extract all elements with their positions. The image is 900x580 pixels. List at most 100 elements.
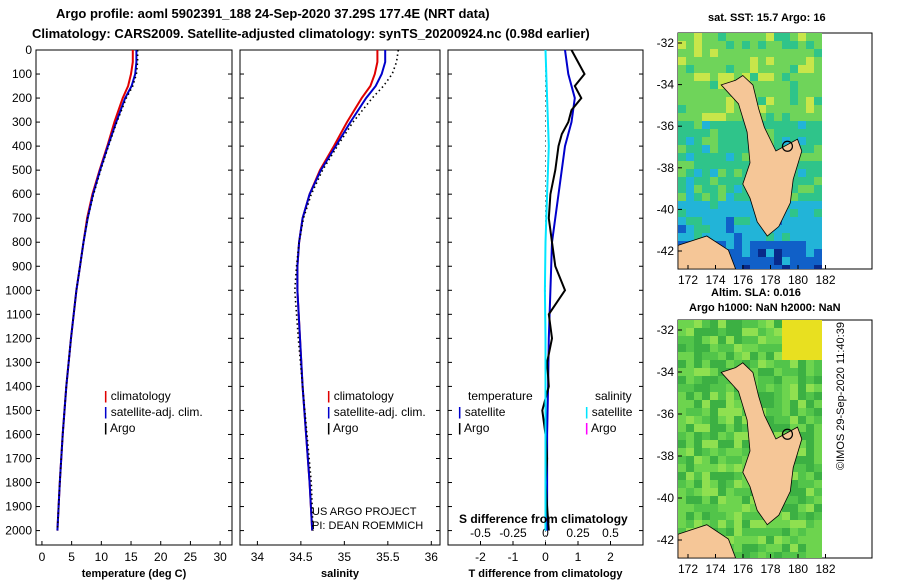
- legend-climatology: climatology: [110, 389, 171, 403]
- map-cell-bottom: [806, 368, 814, 376]
- map-cell-bottom: [798, 328, 806, 336]
- map-cell-bottom: [790, 384, 798, 392]
- map-cell-top: [726, 241, 734, 249]
- map-cell-bottom: [734, 504, 742, 512]
- map-cell-top: [782, 49, 790, 57]
- map-cell-top: [694, 73, 702, 81]
- map-cell-bottom: [702, 328, 710, 336]
- map-cell-top: [814, 169, 822, 177]
- map-cell-bottom: [774, 336, 782, 344]
- map-cell-top: [718, 193, 726, 201]
- map-cell-bottom: [678, 456, 686, 464]
- map-cell-top: [742, 225, 750, 233]
- map-cell-bottom: [750, 552, 758, 558]
- map-cell-bottom: [798, 440, 806, 448]
- map-cell-top: [814, 233, 822, 241]
- map-cell-bottom: [710, 376, 718, 384]
- map-cell-top: [718, 161, 726, 169]
- map-cell-bottom: [710, 360, 718, 368]
- map-cell-top: [782, 89, 790, 97]
- x-tick-label: 0: [542, 550, 549, 564]
- map-cell-bottom: [726, 408, 734, 416]
- map-cell-top: [766, 33, 774, 41]
- map-cell-top: [678, 137, 686, 145]
- map-cell-top: [806, 121, 814, 129]
- map-cell-bottom: [694, 504, 702, 512]
- map-cell-top: [686, 89, 694, 97]
- map-cell-bottom: [678, 472, 686, 480]
- map-cell-bottom: [734, 464, 742, 472]
- map-cell-bottom: [806, 328, 814, 336]
- map-cell-bottom: [686, 376, 694, 384]
- map-cell-bottom: [774, 528, 782, 536]
- map-cell-bottom: [702, 376, 710, 384]
- map-cell-bottom: [742, 520, 750, 528]
- map-cell-top: [750, 73, 758, 81]
- map-cell-bottom: [734, 416, 742, 424]
- map-cell-top: [710, 89, 718, 97]
- map-cell-top: [718, 65, 726, 73]
- title-line-1: Argo profile: aoml 5902391_188 24-Sep-20…: [56, 6, 490, 21]
- map-cell-top: [694, 97, 702, 105]
- map-cell-top: [734, 201, 742, 209]
- map-x-tick-label: 182: [815, 562, 835, 576]
- map-cell-bottom: [726, 352, 734, 360]
- map-cell-bottom: [798, 544, 806, 552]
- map-cell-top: [734, 217, 742, 225]
- map-cell-bottom: [798, 536, 806, 544]
- map-cell-top: [718, 241, 726, 249]
- map-cell-top: [798, 217, 806, 225]
- map-cell-bottom: [686, 456, 694, 464]
- map-cell-bottom: [734, 472, 742, 480]
- map-cell-bottom: [734, 552, 742, 558]
- map-cell-bottom: [814, 472, 822, 480]
- map-cell-bottom: [734, 480, 742, 488]
- map-cell-top: [790, 105, 798, 113]
- map-cell-top: [758, 41, 766, 49]
- map-cell-bottom: [814, 320, 822, 328]
- map-cell-top: [766, 113, 774, 121]
- map-cell-top: [798, 89, 806, 97]
- x-tick-label: -1: [508, 550, 519, 564]
- map-cell-bottom: [742, 480, 750, 488]
- map-cell-top: [726, 57, 734, 65]
- map-cell-bottom: [702, 496, 710, 504]
- map-cell-top: [686, 233, 694, 241]
- map-cell-top: [742, 265, 750, 269]
- map-cell-top: [710, 137, 718, 145]
- map-cell-top: [702, 225, 710, 233]
- map-cell-top: [806, 97, 814, 105]
- map-cell-bottom: [694, 352, 702, 360]
- map-cell-top: [678, 217, 686, 225]
- map-cell-top: [782, 265, 790, 269]
- map-cell-top: [742, 137, 750, 145]
- s-tick-label: 0: [542, 526, 549, 540]
- map-cell-top: [702, 41, 710, 49]
- map-cell-bottom: [710, 440, 718, 448]
- map-cell-top: [774, 49, 782, 57]
- map-cell-top: [726, 41, 734, 49]
- map-y-tick-label: -34: [657, 78, 675, 92]
- map-cell-bottom: [710, 384, 718, 392]
- map-cell-top: [742, 145, 750, 153]
- map-cell-top: [734, 129, 742, 137]
- map-cell-top: [710, 225, 718, 233]
- map-cell-top: [742, 57, 750, 65]
- map-cell-bottom: [686, 424, 694, 432]
- map-cell-bottom: [718, 504, 726, 512]
- map-cell-bottom: [774, 320, 782, 328]
- map-cell-top: [758, 113, 766, 121]
- map-cell-top: [774, 137, 782, 145]
- map-cell-bottom: [782, 536, 790, 544]
- map-cell-top: [710, 193, 718, 201]
- s-tick-label: -0.25: [499, 526, 527, 540]
- map-cell-bottom: [702, 520, 710, 528]
- map-cell-top: [718, 105, 726, 113]
- map-cell-top: [814, 73, 822, 81]
- map-cell-top: [702, 193, 710, 201]
- map-cell-bottom: [814, 456, 822, 464]
- map-cell-bottom: [806, 528, 814, 536]
- map-cell-top: [734, 49, 742, 57]
- map-cell-bottom: [686, 464, 694, 472]
- map-cell-bottom: [790, 552, 798, 558]
